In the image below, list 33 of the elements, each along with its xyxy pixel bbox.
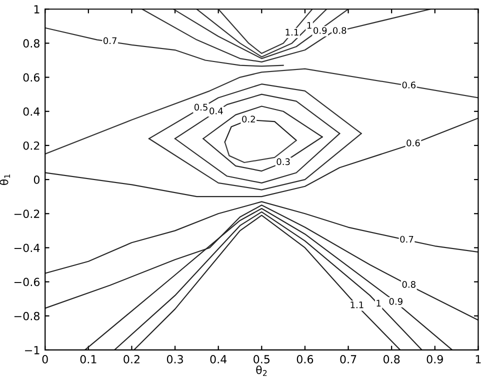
y-tick-label: −0.4 <box>14 244 40 252</box>
annotation: 1 <box>376 300 381 306</box>
y-tick-label: −0.2 <box>14 210 40 218</box>
y-tick-label: 1 <box>34 5 40 14</box>
annotation: 0.9 <box>314 27 327 34</box>
y-tick-label: 0 <box>34 176 40 184</box>
x-tick-label: 0.8 <box>383 355 400 364</box>
x-tick-label: 0.9 <box>426 355 443 364</box>
annotation: 0.9 <box>389 298 402 305</box>
x-tick-label: 0.4 <box>210 355 227 364</box>
x-tick-label: 0.7 <box>340 355 356 364</box>
x-tick-label: 0.3 <box>166 355 183 364</box>
y-tick-label: 0.2 <box>23 141 40 150</box>
x-tick-label: 0.6 <box>296 355 314 364</box>
x-tick-label: 1 <box>476 355 481 364</box>
annotation: 1.1 <box>286 28 298 36</box>
x-axis-title: θ$_{2}$ <box>256 365 267 376</box>
x-tick-label: 0.1 <box>80 355 96 364</box>
y-tick-label: −0.8 <box>14 312 40 320</box>
x-tick-label: 0 <box>42 355 48 364</box>
y-tick-label: 0.6 <box>23 73 40 82</box>
annotation: 0.8 <box>333 27 346 34</box>
annotation: 0.4 <box>210 108 223 114</box>
annotation: 0.5 <box>194 104 208 111</box>
y-axis-title: θ$_{1}$ <box>0 174 10 186</box>
y-tick-label: −0.6 <box>14 278 40 286</box>
y-tick-label: 0.4 <box>23 107 40 116</box>
annotation: 1 <box>307 22 312 29</box>
y-tick-label: −1 <box>25 346 40 354</box>
x-tick-label: 0.5 <box>254 355 270 364</box>
x-tick-label: 0.2 <box>124 355 140 364</box>
annotation: 0.7 <box>103 37 116 44</box>
y-tick-label: 0.8 <box>23 39 40 48</box>
